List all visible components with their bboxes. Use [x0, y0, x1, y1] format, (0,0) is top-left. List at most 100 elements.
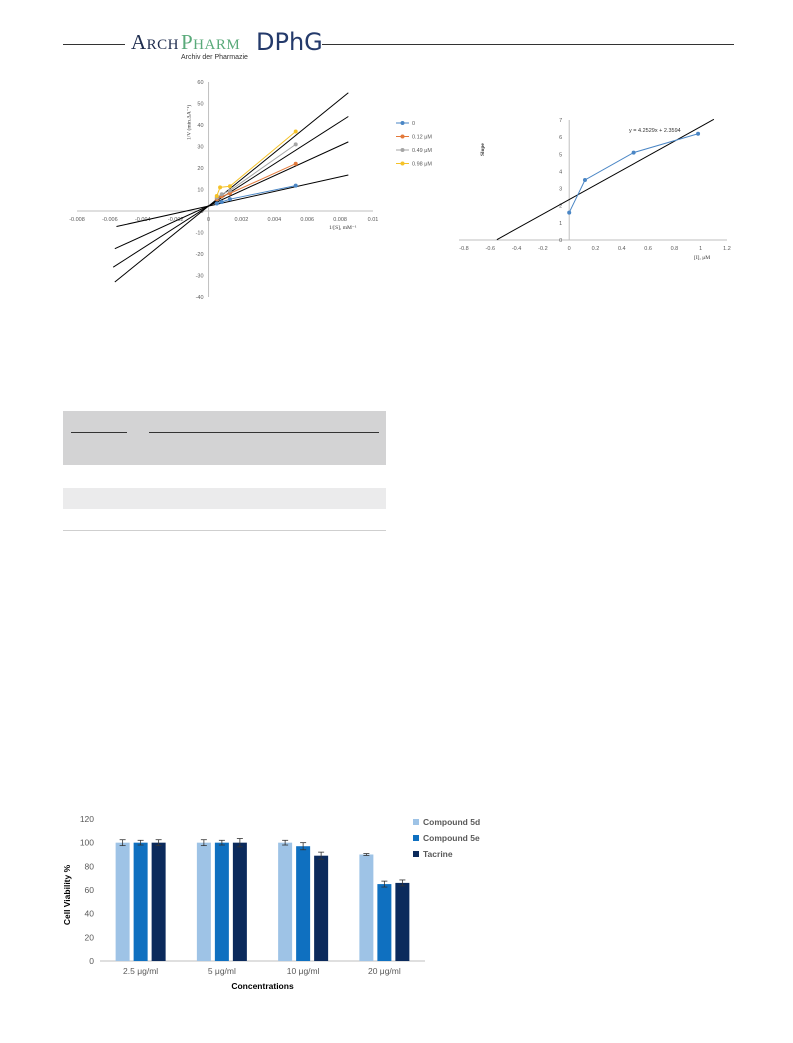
table-header-rule-2 [149, 432, 379, 433]
x-tick-label: -0.008 [69, 217, 85, 223]
y-tick-label: 2 [559, 204, 562, 210]
x-tick-label: -0.002 [168, 217, 184, 223]
x-tick-label: 5 μg/ml [208, 966, 236, 976]
bar [359, 854, 374, 961]
secondary-plot-chart: -0.8 -0.6 -0.4 -0.2 0 0.2 0.4 0.6 0.8 1 1.2 7 6 5 4 3 2 1… [459, 118, 731, 261]
x-tick-label: 0.008 [333, 217, 347, 223]
y-tick-label: 50 [197, 102, 203, 108]
legend-label: 0.12 μM [412, 135, 432, 141]
data-point [293, 142, 298, 147]
legend-swatch [413, 835, 419, 841]
table-header-rule-1 [71, 432, 127, 433]
bar [196, 842, 211, 961]
logo-arch-text: Arch [131, 30, 180, 54]
cell-viability-chart: 120 100 80 60 40 20 0 2.5 μg/ml 5 μg/ml 10 μg/ml 2… [62, 814, 480, 991]
y-tick-label: 4 [559, 169, 562, 175]
trendline [116, 174, 349, 228]
data-point [227, 184, 232, 189]
legend-label: Tacrine [423, 849, 453, 859]
legend-swatch [413, 851, 419, 857]
series-line [568, 133, 699, 213]
data-point [567, 210, 572, 215]
x-axis-title: [I], μM [694, 255, 710, 261]
data-point [293, 129, 298, 134]
x-tick-label: 0.8 [671, 246, 679, 252]
bar [151, 842, 166, 961]
logo-pharm-text: Pharm [181, 30, 241, 54]
bar [214, 842, 229, 961]
y-tick-label: -40 [196, 295, 204, 301]
x-tick-label: 0.004 [267, 217, 281, 223]
legend-swatch-marker [400, 121, 405, 125]
data-point [214, 201, 219, 206]
bar [314, 855, 329, 961]
x-axis-title: Concentrations [231, 981, 294, 991]
y-tick-label: 6 [559, 135, 562, 141]
y-tick-label: 60 [85, 885, 95, 895]
legend-swatch-marker [400, 134, 405, 139]
series-line [216, 131, 297, 197]
y-tick-label: 0 [200, 209, 203, 215]
y-tick-label: 3 [559, 187, 562, 193]
x-tick-label: -0.6 [486, 246, 495, 252]
bar [377, 884, 392, 961]
data-point [227, 197, 232, 202]
data-point [219, 199, 224, 204]
bar [232, 842, 247, 961]
y-tick-label: 40 [197, 123, 203, 129]
y-tick-label: 5 [559, 152, 562, 158]
bar [133, 842, 148, 961]
y-tick-label: 20 [85, 932, 95, 942]
x-tick-label: 2.5 μg/ml [123, 966, 158, 976]
legend-swatch-marker [400, 161, 405, 166]
header-rule-left [63, 44, 125, 45]
legend-swatch-marker [400, 148, 405, 152]
x-tick-label: 0 [207, 217, 210, 223]
data-point [227, 188, 232, 193]
lineweaver-burk-chart: -0.008 -0.006 -0.004 -0.002 0 0.002 0.004 0.006… [69, 80, 432, 301]
legend-label: 0.49 μM [412, 148, 432, 154]
data-point [696, 131, 701, 136]
x-tick-label: -0.2 [538, 246, 547, 252]
x-tick-label: -0.8 [459, 246, 468, 252]
x-axis-title: 1/[S], mM⁻¹ [329, 225, 357, 231]
y-tick-label: 120 [80, 814, 94, 824]
data-point [219, 192, 224, 197]
x-tick-label: 0.4 [618, 246, 626, 252]
legend-label: Compound 5d [423, 817, 480, 827]
y-tick-label: -10 [196, 231, 204, 237]
y-tick-label: 10 [197, 188, 203, 194]
trendline [496, 118, 715, 241]
y-tick-label: 100 [80, 838, 94, 848]
y-tick-label: 80 [85, 861, 95, 871]
y-axis-title: 1/V (min.ΔA⁻¹) [186, 105, 193, 140]
x-tick-label: -0.006 [102, 217, 118, 223]
y-tick-label: 7 [559, 118, 562, 124]
legend-label: 0.98 μM [412, 162, 432, 168]
y-tick-label: 30 [197, 145, 203, 151]
x-tick-label: 0.002 [235, 217, 249, 223]
x-tick-label: 1 [699, 246, 702, 252]
y-tick-label: -30 [196, 274, 204, 280]
data-point [293, 183, 298, 188]
x-tick-label: 20 μg/ml [368, 966, 401, 976]
data-point [293, 161, 298, 166]
x-tick-label: 10 μg/ml [287, 966, 320, 976]
x-tick-label: 0.6 [644, 246, 652, 252]
x-tick-label: 0.01 [368, 217, 379, 223]
data-point [214, 193, 219, 198]
data-point [218, 185, 223, 190]
series-line [216, 163, 296, 200]
logo-subtitle: Archiv der Pharmazie [181, 54, 248, 61]
y-tick-label: 1 [559, 221, 562, 227]
x-tick-label: -0.004 [135, 217, 151, 223]
series-line [216, 185, 296, 204]
trendline [114, 141, 349, 250]
x-tick-label: -0.4 [512, 246, 521, 252]
y-tick-label: 0 [559, 238, 562, 244]
series-line [216, 143, 296, 199]
data-point [582, 178, 587, 182]
x-tick-label: 1.2 [723, 246, 731, 252]
bar [296, 846, 311, 961]
journal-header: Arch Pharm DPhG Archiv der Pharmazie [0, 0, 793, 80]
